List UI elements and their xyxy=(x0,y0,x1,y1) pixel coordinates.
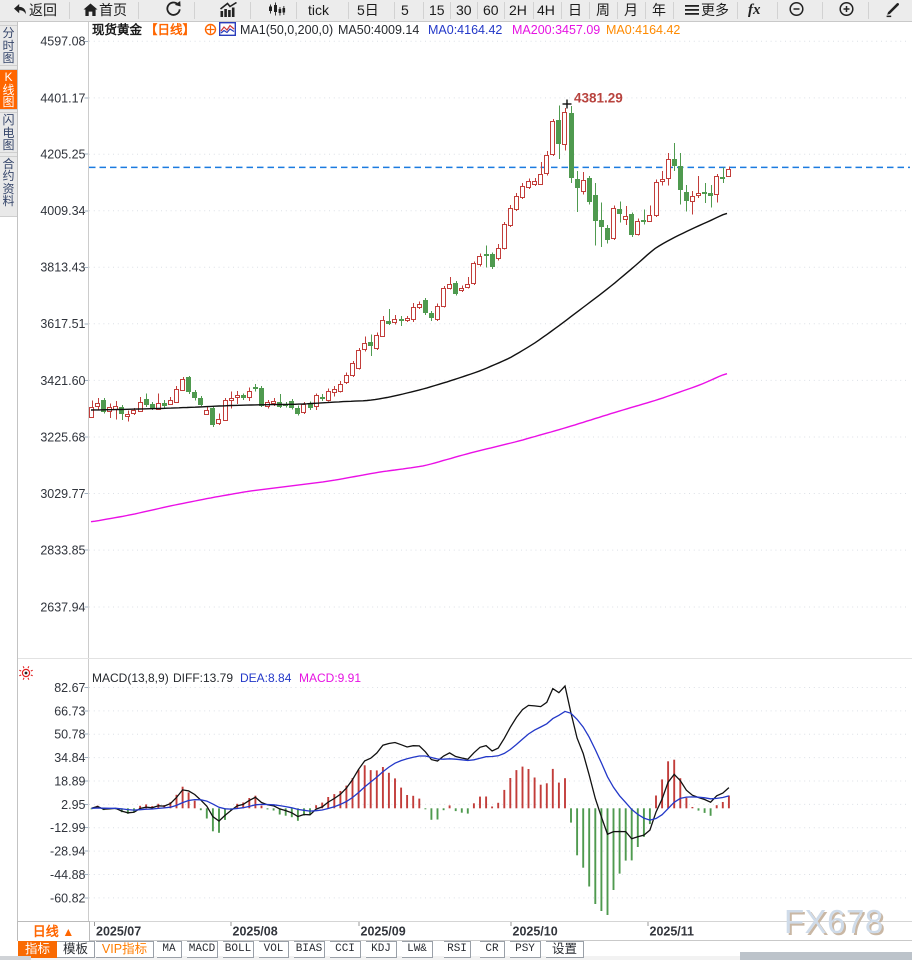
svg-text:2025/08: 2025/08 xyxy=(233,925,278,939)
svg-text:-60.82: -60.82 xyxy=(50,891,85,905)
svg-text:4205.25: 4205.25 xyxy=(40,148,85,162)
svg-text:MACD:9.91: MACD:9.91 xyxy=(299,671,361,685)
svg-text:2025/09: 2025/09 xyxy=(361,925,406,939)
svg-text:DIFF:13.79: DIFF:13.79 xyxy=(173,671,233,685)
svg-text:3225.68: 3225.68 xyxy=(40,430,85,444)
svg-text:-28.94: -28.94 xyxy=(50,845,85,859)
svg-text:2025/11: 2025/11 xyxy=(650,925,695,939)
svg-text:2.95: 2.95 xyxy=(61,798,85,812)
svg-text:50.78: 50.78 xyxy=(54,728,85,742)
svg-text:2025/10: 2025/10 xyxy=(513,925,558,939)
svg-text:18.89: 18.89 xyxy=(54,774,85,788)
svg-text:MACD(13,8,9): MACD(13,8,9) xyxy=(92,671,169,685)
svg-text:FX678: FX678 xyxy=(784,903,884,940)
svg-text:2025/07: 2025/07 xyxy=(96,925,141,939)
svg-text:2637.94: 2637.94 xyxy=(40,600,85,614)
svg-text:fx: fx xyxy=(748,2,761,17)
svg-text:3029.77: 3029.77 xyxy=(40,487,85,501)
svg-text:34.84: 34.84 xyxy=(54,751,85,765)
svg-text:FX678: FX678 xyxy=(786,905,886,942)
svg-text:4009.34: 4009.34 xyxy=(40,204,85,218)
svg-text:3813.43: 3813.43 xyxy=(40,261,85,275)
svg-text:DEA:8.84: DEA:8.84 xyxy=(240,671,292,685)
svg-text:4381.29: 4381.29 xyxy=(574,91,623,106)
svg-text:82.67: 82.67 xyxy=(54,681,85,695)
svg-text:66.73: 66.73 xyxy=(54,704,85,718)
svg-text:2833.85: 2833.85 xyxy=(40,544,85,558)
svg-text:-12.99: -12.99 xyxy=(50,821,85,835)
svg-text:-44.88: -44.88 xyxy=(50,868,85,882)
svg-text:4401.17: 4401.17 xyxy=(40,91,85,105)
svg-text:4597.08: 4597.08 xyxy=(40,35,85,49)
svg-text:3421.60: 3421.60 xyxy=(40,374,85,388)
svg-text:3617.51: 3617.51 xyxy=(40,317,85,331)
